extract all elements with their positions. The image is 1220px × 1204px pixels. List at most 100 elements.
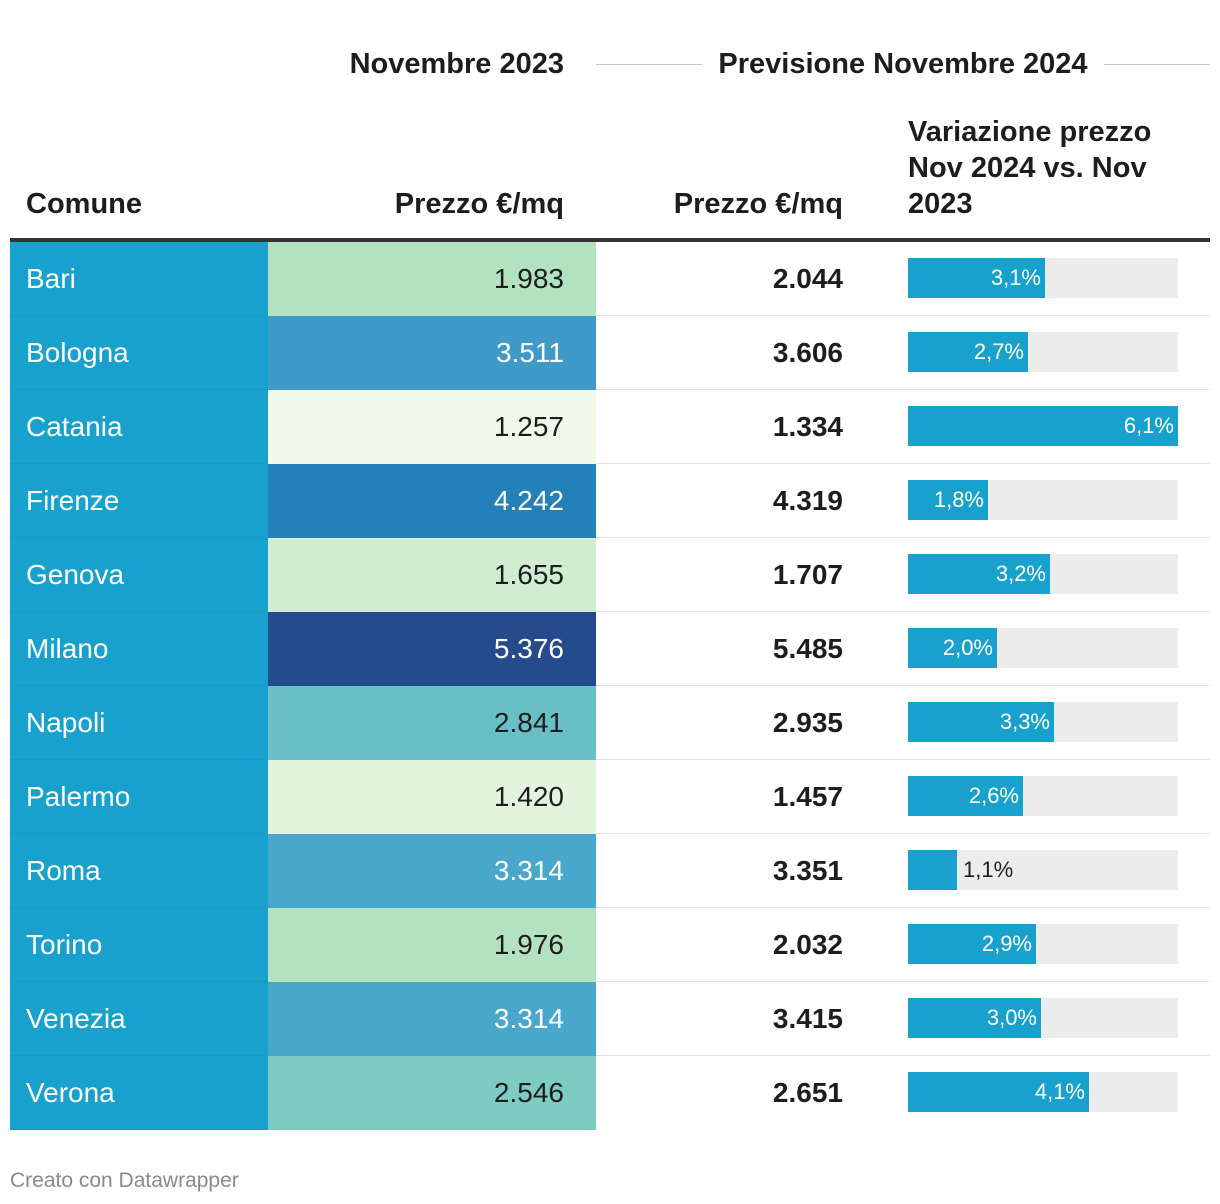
cell-price-2024: 2.032 xyxy=(772,929,843,960)
variation-bar xyxy=(908,776,1023,816)
cell-price-2023: 1.983 xyxy=(268,242,596,316)
variation-label: 2,9% xyxy=(981,931,1032,956)
footer-credit: Creato con Datawrapper xyxy=(10,1169,239,1192)
variation-bar-track: 1,1% xyxy=(908,850,1178,890)
cell-price-2023: 2.546 xyxy=(268,1056,596,1130)
table-body: Bari 1.983 2.044 3,1% Bologna 3.511 3.606 2,7% C… xyxy=(10,242,1210,1130)
variation-bar-track: 3,2% xyxy=(908,554,1178,594)
column-header-price-2023[interactable]: Prezzo €/mq xyxy=(394,188,564,220)
group-title-2024-label: Previsione Novembre 2024 xyxy=(718,48,1088,80)
cell-price-2023: 1.976 xyxy=(268,908,596,982)
row-divider xyxy=(596,463,1210,464)
column-header-price-2024[interactable]: Prezzo €/mq xyxy=(673,188,843,220)
cell-price-2023: 3.314 xyxy=(268,834,596,908)
row-divider xyxy=(596,833,1210,834)
variation-bar xyxy=(908,702,1054,742)
variation-label: 3,0% xyxy=(986,1005,1037,1030)
cell-comune: Napoli xyxy=(10,686,268,760)
variation-bar xyxy=(908,924,1036,964)
cell-comune: Bari xyxy=(10,242,268,316)
row-divider xyxy=(596,685,1210,686)
cell-price-2023: 1.420 xyxy=(268,760,596,834)
table-row: Venezia 3.314 3.415 3,0% xyxy=(10,982,1210,1056)
variation-bar-track: 2,0% xyxy=(908,628,1178,668)
cell-price-2024: 1.334 xyxy=(772,411,843,442)
variation-bar-track: 3,3% xyxy=(908,702,1178,742)
variation-label: 3,3% xyxy=(999,709,1050,734)
cell-comune: Milano xyxy=(10,612,268,686)
variation-label: 4,1% xyxy=(1034,1079,1085,1104)
table-row: Palermo 1.420 1.457 2,6% xyxy=(10,760,1210,834)
cell-price-2024: 1.707 xyxy=(772,559,843,590)
variation-label: 3,2% xyxy=(995,561,1046,586)
variation-bar xyxy=(908,554,1050,594)
cell-price-2023: 3.511 xyxy=(268,316,596,390)
cell-comune: Bologna xyxy=(10,316,268,390)
group-title-2023: Novembre 2023 xyxy=(349,48,564,80)
cell-comune: Torino xyxy=(10,908,268,982)
table-row: Napoli 2.841 2.935 3,3% xyxy=(10,686,1210,760)
variation-label: 1,1% xyxy=(963,857,1014,882)
cell-price-2024: 3.606 xyxy=(772,337,843,368)
variation-label: 2,7% xyxy=(973,339,1024,364)
cell-comune: Verona xyxy=(10,1056,268,1130)
row-divider xyxy=(596,537,1210,538)
cell-price-2024: 3.351 xyxy=(772,855,843,886)
variation-bar xyxy=(908,628,997,668)
variation-bar-track: 2,6% xyxy=(908,776,1178,816)
variation-bar-track: 2,9% xyxy=(908,924,1178,964)
cell-price-2024: 2.651 xyxy=(772,1077,843,1108)
table-row: Torino 1.976 2.032 2,9% xyxy=(10,908,1210,982)
cell-comune: Palermo xyxy=(10,760,268,834)
cell-price-2024: 4.319 xyxy=(772,485,843,516)
variation-label: 6,1% xyxy=(1123,413,1174,438)
column-header-variation[interactable]: Variazione prezzo Nov 2024 vs. Nov 2023 xyxy=(908,116,1152,220)
table-row: Genova 1.655 1.707 3,2% xyxy=(10,538,1210,612)
cell-comune: Genova xyxy=(10,538,268,612)
cell-price-2024: 2.044 xyxy=(772,263,843,294)
cell-price-2023: 5.376 xyxy=(268,612,596,686)
row-divider xyxy=(596,611,1210,612)
cell-price-2024: 2.935 xyxy=(772,707,843,738)
variation-label: 2,6% xyxy=(968,783,1019,808)
row-divider xyxy=(596,907,1210,908)
column-header-comune[interactable]: Comune xyxy=(26,188,142,220)
variation-bar xyxy=(908,258,1045,298)
variation-bar xyxy=(908,850,957,890)
variation-bar-track: 1,8% xyxy=(908,480,1178,520)
variation-bar-track: 3,1% xyxy=(908,258,1178,298)
cell-price-2023: 1.257 xyxy=(268,390,596,464)
row-divider xyxy=(596,1055,1210,1056)
table-row: Firenze 4.242 4.319 1,8% xyxy=(10,464,1210,538)
cell-comune: Firenze xyxy=(10,464,268,538)
variation-bar xyxy=(908,998,1041,1038)
cell-comune: Catania xyxy=(10,390,268,464)
cell-price-2023: 1.655 xyxy=(268,538,596,612)
variation-bar-track: 2,7% xyxy=(908,332,1178,372)
variation-label: 2,0% xyxy=(942,635,993,660)
table-row: Catania 1.257 1.334 6,1% xyxy=(10,390,1210,464)
row-divider xyxy=(596,759,1210,760)
variation-bar-track: 4,1% xyxy=(908,1072,1178,1112)
cell-price-2024: 5.485 xyxy=(772,633,843,664)
table-row: Milano 5.376 5.485 2,0% xyxy=(10,612,1210,686)
cell-price-2023: 4.242 xyxy=(268,464,596,538)
group-rule-right xyxy=(1103,63,1210,65)
variation-bar-track: 6,1% xyxy=(908,406,1178,446)
variation-bar xyxy=(908,406,1178,446)
table-row: Bari 1.983 2.044 3,1% xyxy=(10,242,1210,316)
cell-price-2024: 3.415 xyxy=(772,1003,843,1034)
table-row: Roma 3.314 3.351 1,1% xyxy=(10,834,1210,908)
row-divider xyxy=(596,389,1210,390)
cell-comune: Venezia xyxy=(10,982,268,1056)
row-divider xyxy=(596,981,1210,982)
variation-label: 1,8% xyxy=(933,487,984,512)
variation-label: 3,1% xyxy=(990,265,1041,290)
table-row: Bologna 3.511 3.606 2,7% xyxy=(10,316,1210,390)
variation-bar xyxy=(908,480,988,520)
cell-price-2023: 3.314 xyxy=(268,982,596,1056)
variation-bar xyxy=(908,1072,1089,1112)
table-row: Verona 2.546 2.651 4,1% xyxy=(10,1056,1210,1130)
variation-bar-track: 3,0% xyxy=(908,998,1178,1038)
group-title-2024: Previsione Novembre 2024 xyxy=(596,44,1210,84)
